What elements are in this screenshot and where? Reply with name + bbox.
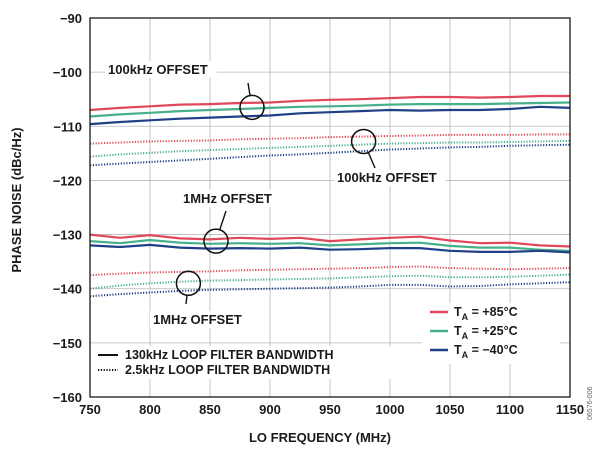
x-tick-label: 950 — [319, 402, 341, 417]
series-line — [89, 105, 571, 126]
x-tick-label: 1050 — [436, 402, 465, 417]
series-line — [89, 101, 571, 118]
y-axis-title: PHASE NOISE (dBc/Hz) — [9, 127, 24, 272]
callout-leader — [367, 152, 376, 169]
callout-label-bg — [180, 190, 275, 207]
callout-circle — [350, 128, 377, 155]
y-tick-label: −90 — [60, 11, 82, 26]
callout-circle — [239, 94, 265, 121]
series-line — [89, 273, 571, 290]
legend-background — [94, 346, 394, 379]
x-tick-label: 850 — [199, 402, 221, 417]
plot-frame — [89, 17, 571, 398]
annotation-label: 1MHz OFFSET — [153, 312, 242, 327]
series-line — [89, 143, 571, 167]
x-axis-ticks: 750 800 850 900 950 1000 1050 1100 1150 — [79, 402, 584, 417]
annotation-callouts: 100kHz OFFSET 100kHz OFFSET 1MHz OFFSET 1MH… — [105, 61, 446, 328]
x-tick-label: 900 — [259, 402, 281, 417]
legend-label: TA = −40°C — [454, 343, 518, 360]
series-lines — [89, 94, 571, 298]
x-tick-label: 1100 — [496, 402, 524, 417]
callout-label-bg — [334, 169, 446, 186]
x-tick-label: 800 — [139, 402, 161, 417]
legend-label: 130kHz LOOP FILTER BANDWIDTH — [125, 348, 334, 362]
callout-label-bg — [105, 61, 217, 78]
callout-circle — [175, 270, 202, 297]
annotation-label: 100kHz OFFSET — [337, 170, 437, 185]
y-tick-label: −120 — [53, 173, 82, 188]
legend-label: TA = +25°C — [454, 324, 518, 341]
x-tick-label: 1000 — [376, 402, 405, 417]
y-tick-label: −110 — [53, 119, 82, 134]
x-axis-title: LO FREQUENCY (MHz) — [249, 430, 391, 445]
y-tick-label: −140 — [53, 282, 82, 297]
callout-circle — [203, 228, 229, 254]
callout-leader — [247, 82, 251, 96]
series-line — [89, 243, 571, 254]
y-tick-label: −150 — [53, 336, 82, 351]
x-tick-label: 1150 — [556, 402, 584, 417]
series-line — [89, 238, 571, 252]
y-tick-label: −130 — [53, 228, 82, 243]
y-tick-label: −100 — [53, 65, 82, 80]
x-tick-label: 750 — [79, 402, 101, 417]
annotation-label: 1MHz OFFSET — [183, 191, 272, 206]
figure-id: 06576-006 — [587, 386, 594, 420]
temperature-legend: TA = +85°C TA = +25°C TA = −40°C — [422, 303, 560, 364]
series-line — [89, 94, 570, 112]
y-axis-ticks: −90 −100 −110 −120 −130 −140 −150 −160 — [53, 11, 82, 405]
annotation-label: 100kHz OFFSET — [108, 62, 208, 77]
legend-label: TA = +85°C — [454, 305, 518, 322]
y-tick-label: −160 — [53, 390, 82, 405]
legend-label: 2.5kHz LOOP FILTER BANDWIDTH — [125, 363, 330, 377]
callout-leader — [219, 210, 227, 230]
series-line — [89, 233, 571, 248]
callout-leader — [185, 295, 188, 305]
callout-label-bg — [150, 311, 245, 328]
